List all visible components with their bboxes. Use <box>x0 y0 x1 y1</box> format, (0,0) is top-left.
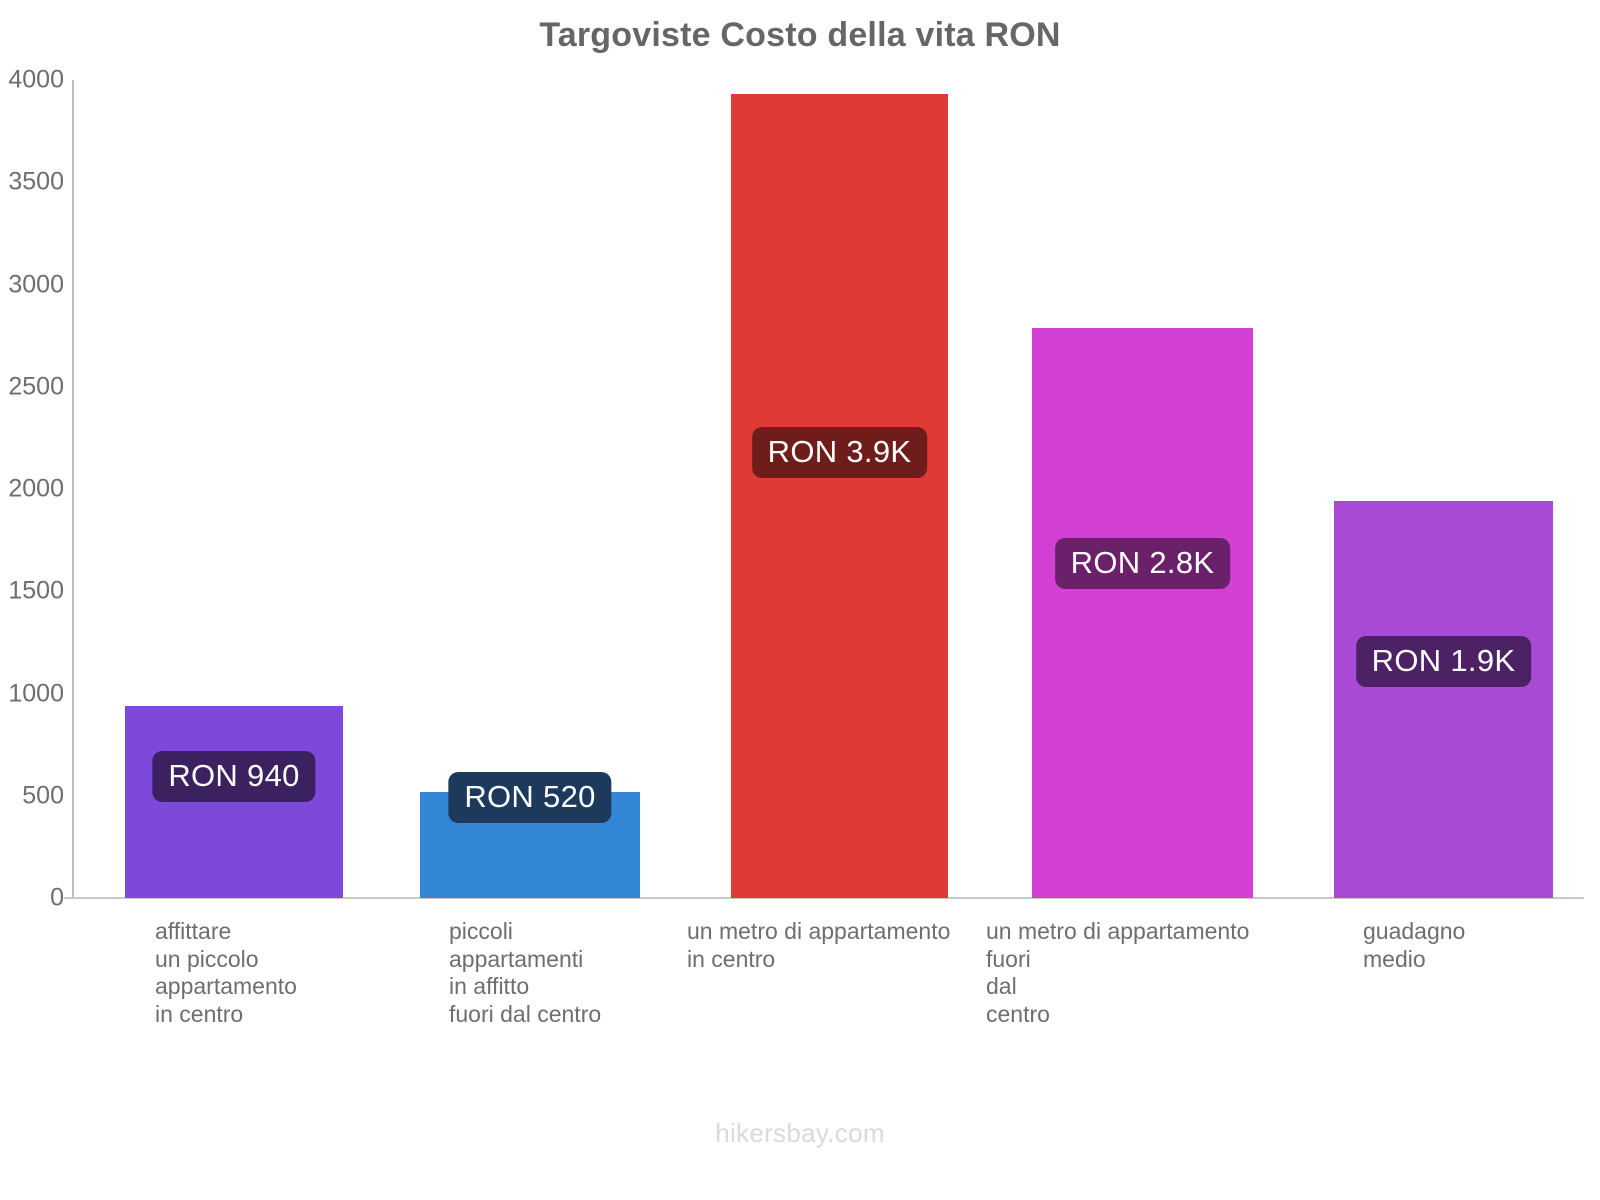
plot-area: RON 940 RON 520 RON 3.9K RON 2.8K RON 1.9K <box>72 80 1584 898</box>
footer-credit: hikersbay.com <box>715 1118 885 1148</box>
bar[interactable]: RON 1.9K <box>1334 501 1553 898</box>
bar-value-label: RON 3.9K <box>751 427 928 479</box>
bar[interactable]: RON 2.8K <box>1032 328 1253 898</box>
y-axis-tick-label: 1000 <box>8 679 64 707</box>
x-axis-category-label: guadagno medio <box>1363 918 1466 972</box>
y-axis-tick-labels: 0 500 1000 1500 2000 2500 3000 3500 4000 <box>0 0 64 1200</box>
y-axis-tick-label: 2000 <box>8 474 64 503</box>
chart-title: Targoviste Costo della vita RON <box>539 16 1061 54</box>
y-axis-tick-label: 2500 <box>8 372 64 401</box>
x-axis-category-label: affittare un piccolo appartamento in cen… <box>155 918 297 1027</box>
y-axis-tick-label: 3500 <box>8 167 64 196</box>
bar-value-label: RON 940 <box>152 750 316 802</box>
y-axis-tick-label: 1500 <box>8 576 64 605</box>
x-axis-category-label: un metro di appartamento in centro <box>687 918 951 972</box>
bar-value-label: RON 1.9K <box>1355 636 1532 688</box>
x-axis-category-labels: affittare un piccolo appartamento in cen… <box>0 918 1600 1058</box>
bar[interactable]: RON 3.9K <box>731 94 948 898</box>
y-axis-tick-label: 500 <box>22 781 64 810</box>
y-axis-tick-label: 3000 <box>8 270 64 298</box>
x-axis-baseline <box>64 897 1584 899</box>
y-axis-line <box>72 80 74 898</box>
bar-value-label: RON 2.8K <box>1054 538 1231 590</box>
x-axis-category-label: un metro di appartamento fuori dal centr… <box>986 918 1250 1027</box>
y-axis-tick-label: 4000 <box>8 65 64 94</box>
bar-value-label: RON 520 <box>448 771 612 823</box>
bar[interactable]: RON 520 <box>420 771 640 898</box>
bar[interactable]: RON 940 <box>125 705 343 898</box>
x-axis-category-label: piccoli appartamenti in affitto fuori da… <box>449 918 602 1027</box>
y-axis-tick-label: 0 <box>50 883 64 912</box>
